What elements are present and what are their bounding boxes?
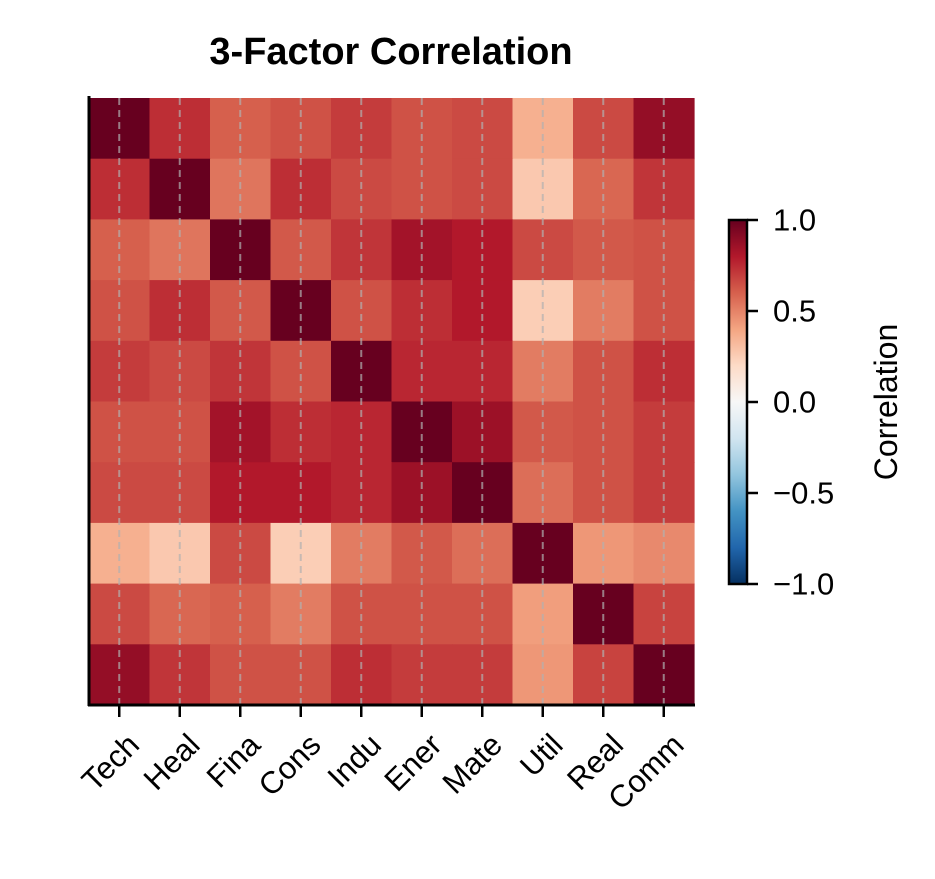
x-tick-label: Tech (75, 727, 146, 798)
x-tick-label: Mate (436, 727, 509, 800)
x-tick-label: Ener (377, 727, 448, 798)
colorbar-gradient (727, 218, 749, 586)
grid-lines (118, 98, 665, 705)
colorbar: 1.0 0.5 0.0 −0.5 −1.0 Correlation (727, 203, 904, 602)
axes (87, 96, 695, 707)
chart-title: 3-Factor Correlation (209, 31, 572, 73)
colorbar-tick-label: −0.5 (773, 476, 834, 511)
x-tick-label: Indu (321, 727, 388, 794)
colorbar-tick-label: −1.0 (773, 567, 834, 602)
x-tick-label: Heal (137, 727, 207, 797)
colorbar-tick-label: 0.0 (773, 385, 816, 420)
colorbar-label: Correlation (868, 324, 904, 481)
x-tick-label: Util (513, 727, 569, 783)
colorbar-tick-label: 0.5 (773, 294, 816, 329)
colorbar-tick-label: 1.0 (773, 203, 816, 238)
x-tick-label: Cons (252, 727, 328, 803)
